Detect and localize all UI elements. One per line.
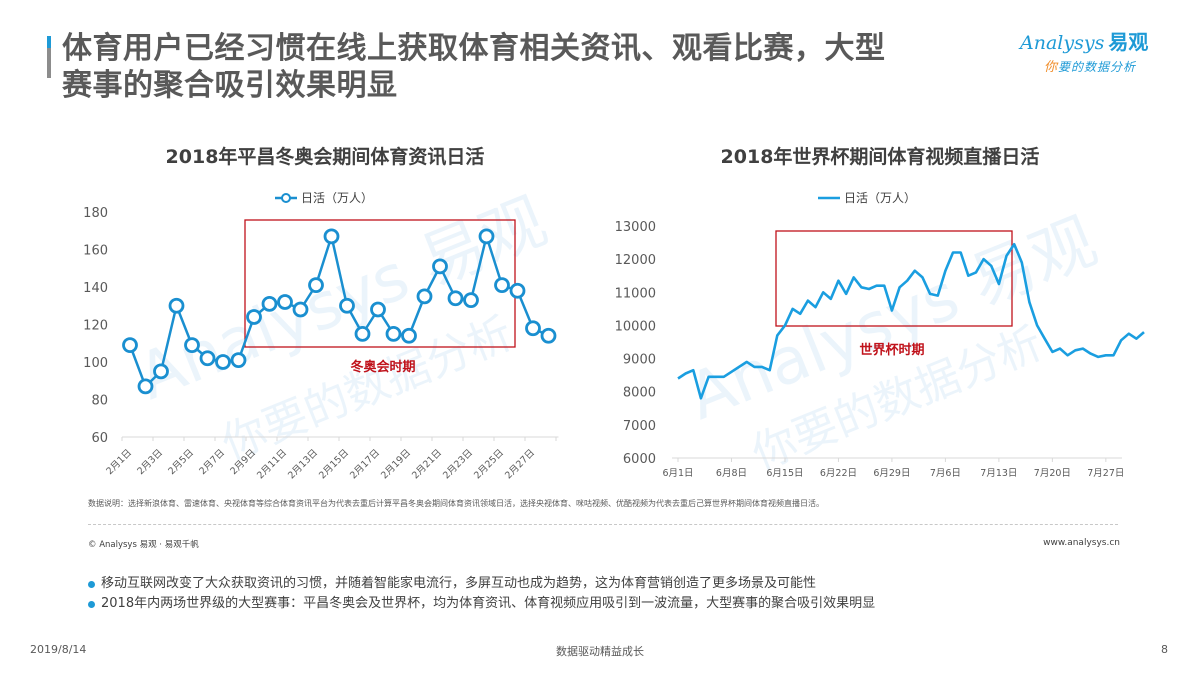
legend-label: 日活（万人） (301, 191, 373, 205)
data-point[interactable] (323, 228, 340, 245)
y-tick-label: 8000 (623, 386, 656, 401)
bullet-dot-icon (88, 600, 95, 608)
data-point[interactable] (246, 309, 262, 325)
data-point[interactable] (184, 337, 200, 354)
copyright: © Analysys 易观 · 易观千帆 (88, 540, 199, 550)
x-tick-label: 2月25日 (472, 447, 506, 481)
y-tick-label: 140 (83, 281, 108, 296)
series-line (677, 242, 1145, 400)
website-link[interactable]: www.analysys.cn (1043, 538, 1120, 548)
x-tick-label: 6月22日 (820, 468, 857, 479)
data-point[interactable] (339, 297, 355, 314)
data-point[interactable] (137, 378, 154, 395)
data-point[interactable] (494, 277, 510, 294)
data-point[interactable] (463, 292, 479, 309)
analysys-logo: Analysys 易观 你要的数据分析 (1020, 26, 1195, 76)
chart-world-cup: 6000 7000 8000 9000 10000 11000 12000 13000 6月1日… (615, 191, 1145, 479)
data-point[interactable] (525, 320, 541, 337)
footer-date: 2019/8/14 (30, 643, 87, 656)
page-title-line1: 体育用户已经习惯在线上获取体育相关资讯、观看比赛，大型 (62, 31, 886, 66)
data-point[interactable] (401, 327, 417, 344)
y-tick-label: 12000 (615, 253, 656, 268)
page-number: 8 (1161, 643, 1168, 656)
world-cup-period-label: 世界杯时期 (859, 342, 924, 358)
x-tick-label: 2月27日 (503, 447, 537, 481)
y-tick-label: 13000 (615, 220, 656, 235)
data-point[interactable] (385, 325, 402, 342)
x-tick-label: 2月17日 (348, 447, 382, 481)
bullet-dot-icon (88, 580, 95, 588)
y-tick-label: 100 (83, 356, 108, 371)
chart-title-world-cup: 2018年世界杯期间体育视频直播日活 (720, 146, 1040, 168)
x-tick-label: 2月5日 (166, 447, 196, 477)
data-point[interactable] (122, 337, 138, 354)
x-tick-label: 2月19日 (379, 447, 413, 481)
data-point[interactable] (308, 277, 324, 294)
chart-title-winter-olympics: 2018年平昌冬奥会期间体育资讯日活 (165, 146, 485, 168)
y-tick-label: 7000 (623, 419, 656, 434)
y-tick-label: 180 (83, 206, 108, 221)
x-tick-label: 6月1日 (662, 468, 693, 479)
y-tick-label: 120 (83, 319, 108, 334)
data-point[interactable] (215, 354, 231, 370)
logo-brand-cn: 易观 (1108, 30, 1149, 54)
bullet-item: 移动互联网改变了大众获取资讯的习惯，并随着智能家电流行，多屏互动也成为趋势，这为… (88, 574, 1108, 594)
data-point[interactable] (370, 301, 386, 318)
charts-canvas: Analysys 易观 你要的数据分析 Analysys 易观 你要的数据分析 … (83, 184, 1145, 481)
data-point[interactable] (292, 301, 309, 318)
data-point[interactable] (447, 290, 464, 307)
page-title: 体育用户已经习惯在线上获取体育相关资讯、观看比赛，大型 赛事的聚合吸引效果明显 (62, 30, 1022, 104)
y-tick-label: 11000 (615, 286, 656, 301)
data-point[interactable] (432, 258, 448, 275)
data-point[interactable] (230, 352, 247, 369)
legend-label: 日活（万人） (844, 191, 916, 205)
x-tick-label: 6月8日 (716, 468, 747, 479)
data-point[interactable] (168, 297, 185, 314)
x-tick-label: 2月3日 (135, 447, 165, 477)
data-point[interactable] (354, 325, 371, 342)
x-tick-label: 2月1日 (104, 447, 134, 477)
data-point[interactable] (478, 228, 495, 245)
x-tick-label: 7月27日 (1087, 468, 1124, 479)
page-title-line2: 赛事的聚合吸引效果明显 (62, 68, 398, 103)
x-tick-label: 2月23日 (441, 447, 475, 481)
series-line (128, 235, 550, 388)
data-point[interactable] (509, 282, 526, 299)
title-accent-bar (47, 36, 51, 78)
x-tick-label: 7月6日 (930, 468, 961, 479)
x-tick-label: 7月20日 (1034, 468, 1071, 479)
world-cup-period-box (775, 230, 1013, 327)
y-tick-label: 10000 (615, 319, 656, 334)
data-point[interactable] (416, 288, 433, 305)
y-tick-label: 60 (91, 431, 108, 446)
footer-slogan: 数据驱动精益成长 (556, 645, 644, 658)
x-tick-label: 2月21日 (410, 447, 444, 481)
data-note: 数据说明：选择新浪体育、雷速体育、央视体育等综合体育资讯平台为代表去重后计算平昌… (88, 499, 824, 508)
x-tick-label: 6月29日 (873, 468, 910, 479)
bullet-item: 2018年内两场世界级的大型赛事：平昌冬奥会及世界杯，均为体育资讯、体育视频应用… (88, 594, 1108, 614)
x-tick-label: 2月15日 (317, 447, 351, 481)
x-tick-label: 6月15日 (766, 468, 803, 479)
divider (88, 524, 1118, 525)
y-tick-label: 9000 (623, 353, 656, 368)
y-tick-label: 160 (83, 244, 108, 259)
data-point[interactable] (199, 350, 216, 367)
x-tick-label: 2月13日 (286, 447, 320, 481)
x-tick-label: 7月13日 (980, 468, 1017, 479)
logo-brand-en: Analysys (1020, 32, 1105, 54)
data-point[interactable] (277, 294, 293, 310)
data-point[interactable] (153, 363, 169, 380)
x-tick-label: 2月7日 (197, 447, 227, 477)
bullet-list: 移动互联网改变了大众获取资讯的习惯，并随着智能家电流行，多屏互动也成为趋势，这为… (88, 574, 1108, 614)
data-point[interactable] (261, 295, 278, 312)
logo-slogan: 你要的数据分析 (1044, 60, 1137, 75)
data-point[interactable] (540, 327, 557, 344)
y-tick-label: 80 (91, 394, 108, 409)
olympics-period-label: 冬奥会时期 (350, 359, 415, 375)
y-tick-label: 6000 (623, 452, 656, 467)
